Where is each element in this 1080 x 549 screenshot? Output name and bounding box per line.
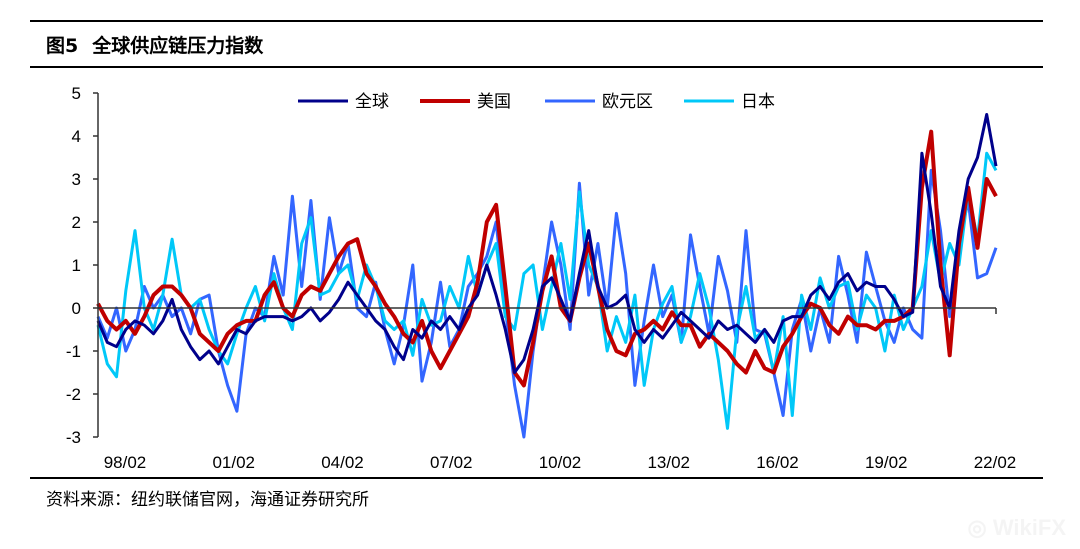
title-bottom-rule (30, 66, 1043, 68)
x-tick-label: 98/02 (104, 453, 147, 472)
y-tick-label: 2 (72, 213, 81, 232)
y-tick-label: 4 (72, 127, 81, 146)
chart-title: 图5 全球供应链压力指数 (46, 31, 263, 58)
y-tick-label: 0 (72, 299, 81, 318)
title-top-rule (30, 20, 1043, 22)
legend-label-euro: 欧元区 (602, 92, 653, 112)
legend: 全球 美国 欧元区 日本 (298, 92, 775, 112)
y-tick-label: 5 (72, 84, 81, 103)
axes-layer: 5 4 3 2 1 0 -1 -2 -3 98/02 01/02 04/02 07/02 10/02 13/… (66, 84, 1016, 472)
series-layer (96, 113, 998, 439)
x-tick-label: 19/02 (865, 453, 908, 472)
series-line-global (96, 113, 998, 374)
figure-title: 全球供应链压力指数 (92, 35, 264, 57)
x-tick-label: 22/02 (974, 453, 1017, 472)
figure-number: 图5 (46, 35, 79, 57)
footer-rule (30, 477, 1043, 479)
series-line-us (96, 129, 998, 388)
legend-label-us: 美国 (477, 92, 511, 112)
x-tick-label: 04/02 (321, 453, 364, 472)
y-tick-label: 1 (72, 256, 81, 275)
x-tick-label: 01/02 (212, 453, 255, 472)
legend-label-global: 全球 (355, 92, 389, 112)
y-tick-label: -3 (66, 428, 81, 447)
x-tick-label: 10/02 (539, 453, 582, 472)
legend-label-japan: 日本 (741, 92, 775, 112)
y-tick-label: -1 (66, 342, 81, 361)
y-tick-label: -2 (66, 385, 81, 404)
x-tick-label: 07/02 (430, 453, 473, 472)
x-tick-label: 16/02 (756, 453, 799, 472)
watermark-logo: ◎ WikiFX (967, 515, 1066, 540)
x-tick-label: 13/02 (647, 453, 690, 472)
source-note: 资料来源：纽约联储官网，海通证券研究所 (46, 490, 369, 510)
y-tick-label: 3 (72, 170, 81, 189)
